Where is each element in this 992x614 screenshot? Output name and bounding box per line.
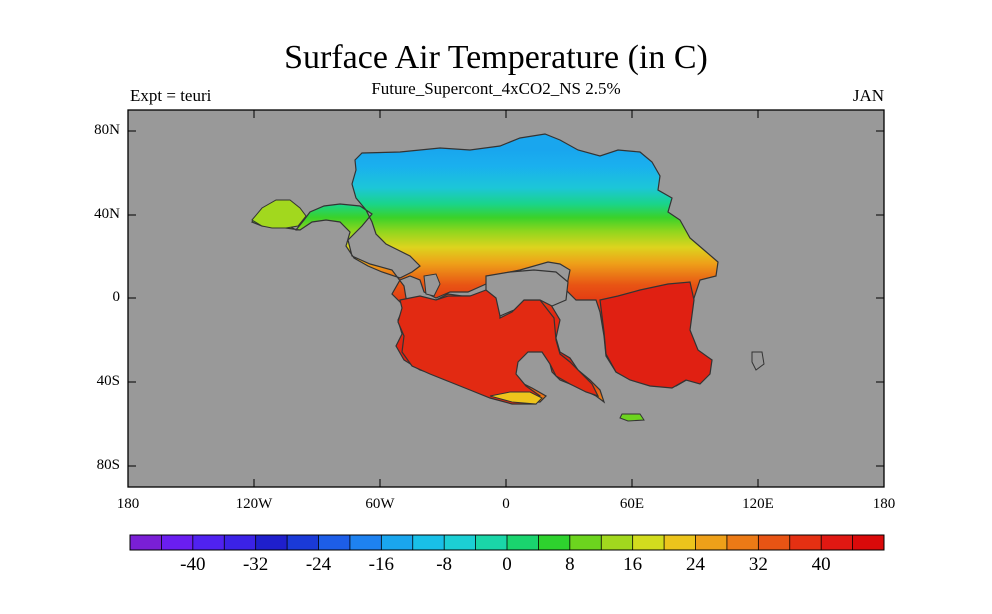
inland-sea: [485, 269, 569, 317]
map-title: Surface Air Temperature (in C): [284, 39, 708, 76]
colorbar-swatch: [538, 535, 571, 550]
southern-east-lobe: [599, 281, 713, 389]
colorbar-swatch: [349, 535, 382, 550]
colorbar-swatch: [852, 535, 885, 550]
colorbar-swatch: [569, 535, 602, 550]
colorbar-label: 16: [623, 554, 643, 575]
experiment-label: Expt = teuri: [130, 86, 212, 105]
colorbar-swatch: [444, 535, 477, 550]
colorbar-label: 24: [686, 554, 705, 575]
colorbar-label: 0: [502, 554, 512, 575]
eastern-island: [751, 351, 765, 371]
colorbar: [129, 534, 885, 551]
colorbar-swatch: [318, 535, 351, 550]
axis-ticks: [128, 110, 884, 487]
colorbar-swatch: [601, 535, 634, 550]
colorbar-swatch: [789, 535, 822, 550]
lon-label-180e: 180: [872, 496, 896, 512]
lat-label-80s: 80S: [96, 457, 120, 473]
southern-island: [619, 413, 645, 422]
colorbar-swatch: [507, 535, 539, 550]
colorbar-swatch: [758, 535, 791, 550]
colorbar-label: -8: [436, 554, 453, 575]
land-temperature-field: [250, 133, 765, 422]
colorbar-swatch: [224, 535, 257, 550]
colorbar-swatch: [475, 535, 508, 550]
colorbar-label: 32: [748, 554, 768, 575]
colorbar-swatch: [695, 535, 728, 550]
colorbar-label: 8: [565, 554, 575, 575]
colorbar-swatch: [255, 535, 288, 550]
lon-label-60w: 60W: [365, 496, 395, 512]
colorbar-label: -16: [368, 554, 394, 575]
lon-label-60e: 60E: [619, 496, 645, 512]
month-label: JAN: [852, 86, 884, 105]
lat-label-80n: 80N: [94, 122, 120, 138]
lon-label-0: 0: [502, 496, 510, 512]
colorbar-frame: [129, 534, 885, 551]
map-subtitle: Future_Supercont_4xCO2_NS 2.5%: [371, 79, 621, 98]
colorbar-swatch: [161, 535, 194, 550]
colorbar-swatch: [287, 535, 319, 550]
colorbar-label: -24: [305, 554, 332, 575]
lon-label-120e: 120E: [742, 496, 774, 512]
small-lake: [423, 273, 441, 297]
colorbar-label: 40: [811, 554, 831, 575]
colorbar-swatch: [726, 535, 759, 550]
colorbar-swatch: [412, 535, 445, 550]
colorbar-swatch: [632, 535, 665, 550]
western-peninsula: [251, 199, 307, 229]
lat-label-40s: 40S: [96, 373, 120, 389]
lon-label-120w: 120W: [235, 496, 273, 512]
lon-label-180w: 180: [116, 496, 140, 512]
lat-label-0: 0: [112, 289, 121, 305]
colorbar-swatch: [130, 535, 162, 550]
lat-label-40n: 40N: [94, 206, 120, 222]
colorbar-swatch: [381, 535, 414, 550]
colorbar-swatch: [821, 535, 854, 550]
colorbar-label: -40: [180, 554, 206, 575]
southern-tip: [489, 391, 543, 405]
colorbar-label: -32: [242, 554, 269, 575]
colorbar-swatch: [192, 535, 225, 550]
colorbar-swatch: [664, 535, 696, 550]
